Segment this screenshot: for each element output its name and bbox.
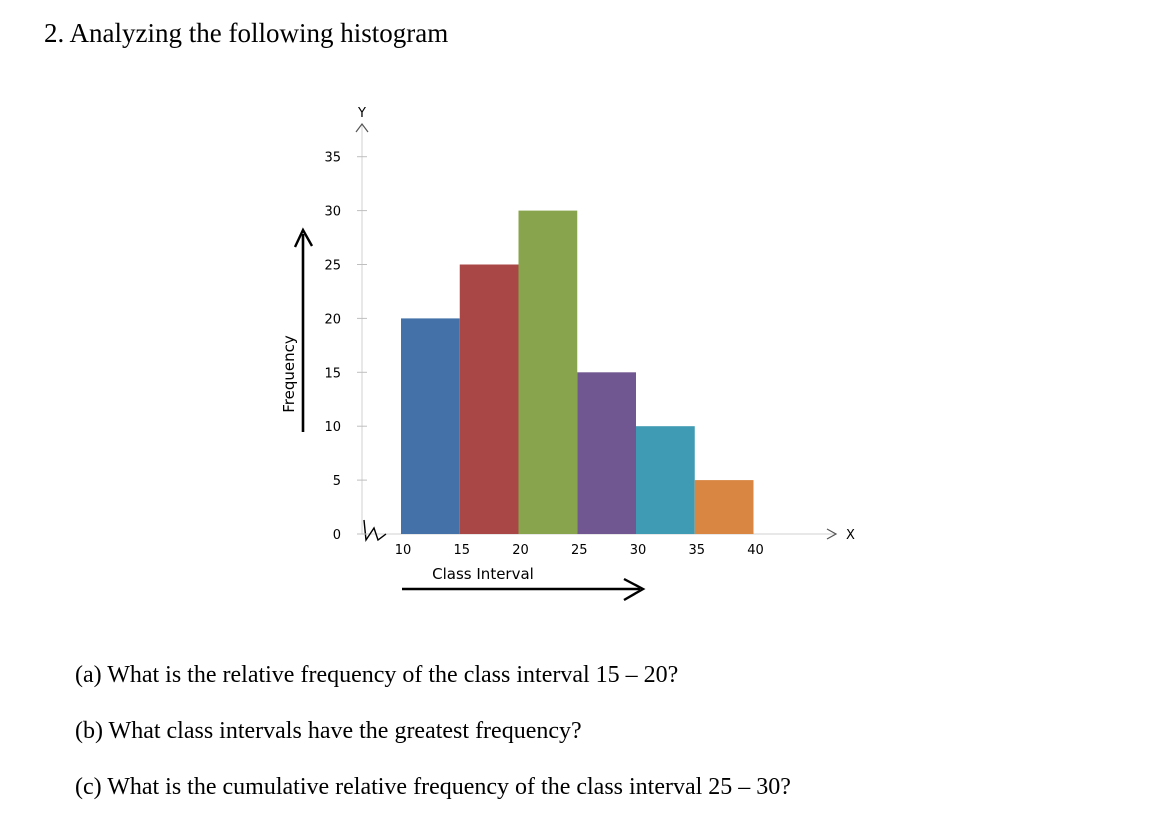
y-tick-label: 10 [324,420,341,435]
histogram-bar [459,264,519,534]
y-tick-label: 35 [324,151,341,166]
x-axis-letter: X [846,528,855,543]
x-axis-arrow-icon [826,528,838,540]
question-b: (b) What class intervals have the greate… [75,718,582,744]
axis-break-icon [363,519,387,543]
y-tick-label: 20 [324,312,341,327]
y-hand-arrow-icon [293,227,314,248]
x-hand-arrow-icon [623,577,646,602]
question-c: (c) What is the cumulative relative freq… [75,774,791,800]
x-tick-label: 35 [688,543,705,558]
y-axis-title: Frequency [280,335,298,413]
y-tick-label: 15 [324,366,341,381]
x-axis-title: Class Interval [432,565,534,583]
histogram-bar [636,426,695,534]
x-tick-label: 20 [512,543,529,558]
y-tick-label: 0 [333,528,341,543]
questions: (a) What is the relative frequency of th… [75,662,791,801]
histogram-bar [401,318,460,534]
question-title: 2. Analyzing the following histogram [44,18,449,48]
x-tick-label: 30 [630,543,647,558]
histogram-chart: Y X 0 5 10 15 20 25 30 35 10 15 20 25 30 35 40 Freque… [280,106,855,602]
histogram-bar [518,210,578,534]
question-a: (a) What is the relative frequency of th… [75,662,679,688]
y-axis-arrow-icon [355,123,369,133]
y-tick-label: 5 [333,474,341,489]
y-axis-letter: Y [357,106,366,121]
x-tick-label: 15 [453,543,470,558]
y-tick-label: 25 [324,259,341,274]
y-tick-label: 30 [324,205,341,220]
histogram-bar [694,480,754,534]
x-tick-label: 10 [395,543,412,558]
x-tick-label: 25 [571,543,588,558]
x-tick-label: 40 [747,543,764,558]
histogram-bar [577,372,636,534]
